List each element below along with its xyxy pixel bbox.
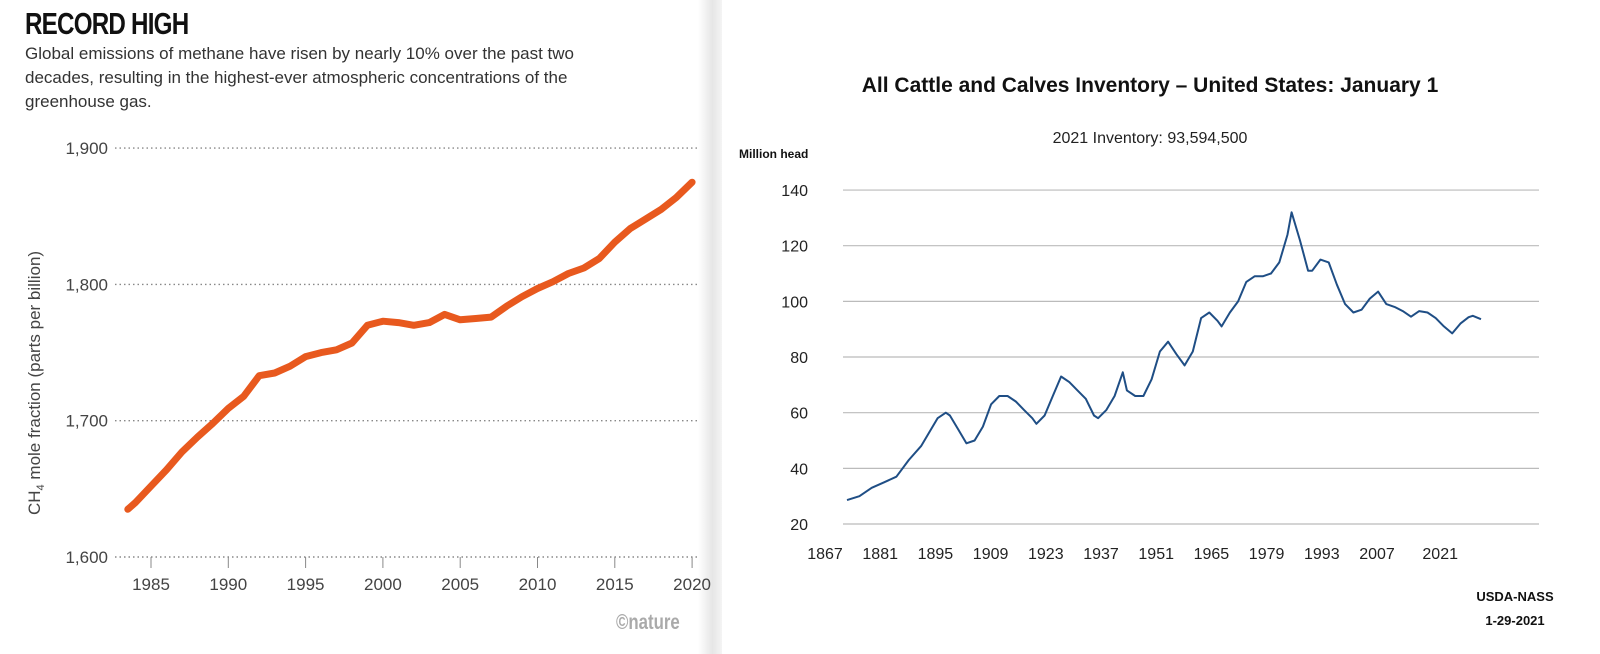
y-tick-label: 60	[790, 406, 808, 423]
cattle-series-line	[846, 211, 1482, 502]
x-tick-label: 1965	[1194, 546, 1230, 563]
panel-divider-shadow	[698, 0, 722, 654]
x-tick-label: 1990	[209, 575, 247, 594]
nature-credit: ©nature	[616, 611, 680, 634]
x-tick-label: 1985	[132, 575, 170, 594]
x-tick-label: 2015	[596, 575, 634, 594]
y-label-subscript: 4	[35, 484, 47, 490]
y-tick-label: 20	[790, 517, 808, 534]
methane-y-axis-label: CH4 mole fraction (parts per billion)	[25, 251, 47, 515]
x-tick-label: 1951	[1138, 546, 1174, 563]
x-tick-label: 1923	[1028, 546, 1064, 563]
x-tick-label: 1895	[918, 546, 954, 563]
methane-chart: 1,600 1,700 1,800 1,900 1985 1990 1995 2000 2005…	[65, 139, 711, 594]
y-tick-label: 40	[790, 461, 808, 478]
y-tick-label: 100	[781, 294, 808, 311]
x-tick-label: 2000	[364, 575, 402, 594]
source-label: USDA-NASS	[1476, 589, 1554, 604]
cattle-chart-subtitle: 2021 Inventory: 93,594,500	[1052, 130, 1248, 147]
x-tick-label: 1937	[1083, 546, 1119, 563]
source-date: 1-29-2021	[1485, 613, 1545, 628]
x-tick-label: 1867	[807, 546, 843, 563]
x-tick-label: 1909	[973, 546, 1009, 563]
x-tick-label: 1995	[287, 575, 325, 594]
y-tick-label: 1,800	[65, 275, 108, 294]
y-tick-label: 140	[781, 183, 808, 200]
x-tick-label: 2020	[673, 575, 711, 594]
methane-series-line	[124, 178, 696, 513]
y-tick-label: 1,900	[65, 139, 108, 158]
x-tick-label: 2021	[1422, 546, 1458, 563]
methane-chart-title: RECORD HIGH	[25, 6, 189, 41]
x-tick-label: 2010	[519, 575, 557, 594]
x-tick-label: 2007	[1359, 546, 1395, 563]
methane-chart-subtitle: Global emissions of methane have risen b…	[25, 44, 575, 111]
y-tick-label: 80	[790, 350, 808, 367]
x-tick-label: 1993	[1304, 546, 1340, 563]
y-tick-label: 120	[781, 239, 808, 256]
y-label-ch: CH	[25, 490, 44, 515]
x-tick-label: 1979	[1249, 546, 1285, 563]
cattle-chart-title: All Cattle and Calves Inventory – United…	[861, 74, 1439, 97]
cattle-chart: 20 40 60 80 100 120 140 1867 1881 1895 1909 1923 193…	[781, 183, 1539, 563]
cattle-y-axis-label: Million head	[739, 147, 809, 161]
y-label-rest: mole fraction (parts per billion)	[25, 251, 44, 484]
y-tick-label: 1,700	[65, 412, 108, 431]
methane-chart-panel: RECORD HIGH Global emissions of methane …	[0, 0, 712, 654]
x-tick-label: 2005	[441, 575, 479, 594]
y-tick-label: 1,600	[65, 548, 108, 567]
x-tick-label: 1881	[862, 546, 898, 563]
